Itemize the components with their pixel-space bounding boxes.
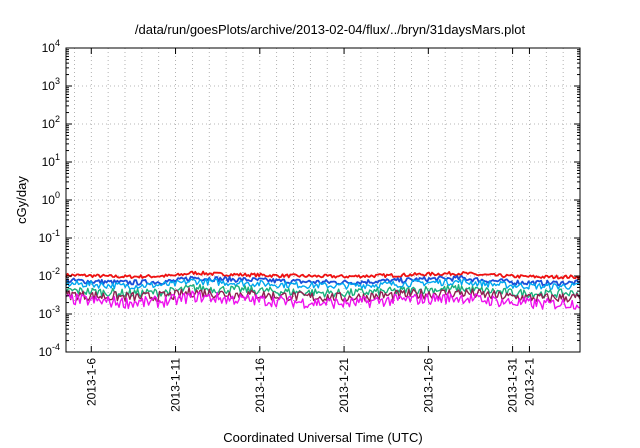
x-tick-label: 2013-1-6 <box>84 358 98 406</box>
x-tick-label: 2013-1-11 <box>169 358 183 412</box>
grid <box>66 48 580 352</box>
x-tick-label: 2013-1-31 <box>506 358 520 413</box>
chart-title: /data/run/goesPlots/archive/2013-02-04/f… <box>135 22 526 37</box>
y-axis: 10-4 10-3 10-2 10-1 100 101 102 103 104 <box>39 38 580 359</box>
x-tick-label: 2013-2-1 <box>522 358 536 406</box>
x-axis-label: Coordinated Universal Time (UTC) <box>223 430 422 445</box>
y-tick-label: 104 <box>42 38 60 55</box>
series-line <box>65 290 581 310</box>
x-tick-label: 2013-1-26 <box>421 358 435 413</box>
y-tick-label: 103 <box>42 76 60 93</box>
y-axis-label: cGy/day <box>14 176 29 224</box>
y-tick-label: 10-4 <box>39 342 60 359</box>
series-line <box>65 278 581 291</box>
series-line <box>65 270 581 280</box>
series-line <box>65 287 581 303</box>
y-tick-label: 100 <box>42 190 60 207</box>
x-axis: 2013-1-6 2013-1-11 2013-1-16 2013-1-21 2013-… <box>84 48 536 413</box>
y-tick-label: 10-1 <box>39 228 60 245</box>
series-layer <box>65 270 581 310</box>
x-tick-label: 2013-1-21 <box>337 358 351 413</box>
y-tick-label: 101 <box>42 152 60 169</box>
y-tick-label: 10-2 <box>39 266 60 283</box>
x-tick-label: 2013-1-16 <box>253 358 267 413</box>
y-tick-label: 102 <box>42 114 60 131</box>
y-tick-label: 10-3 <box>39 304 60 321</box>
